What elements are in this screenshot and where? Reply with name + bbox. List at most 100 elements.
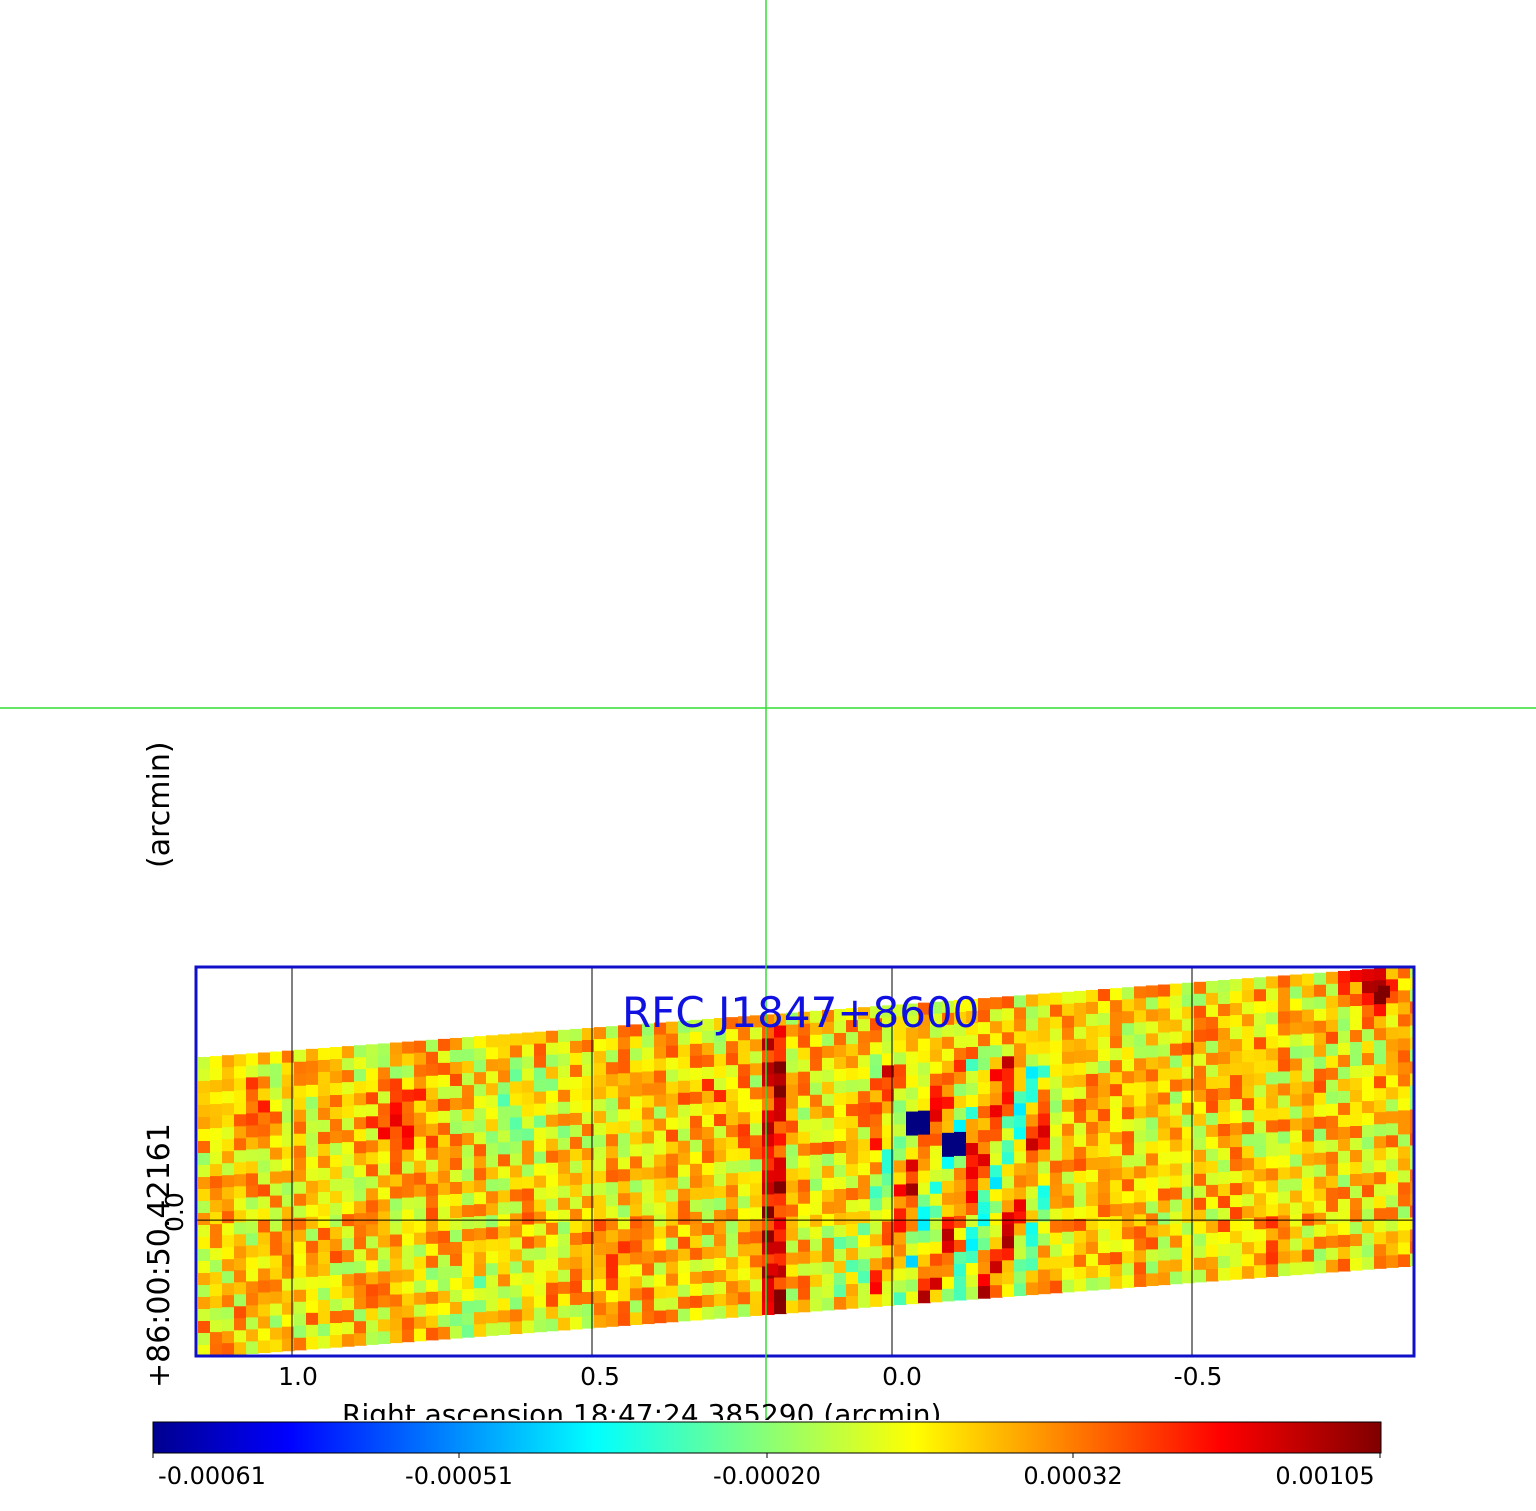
- heatmap-pixel: [786, 1180, 799, 1194]
- heatmap-pixel: [546, 1078, 559, 1092]
- heatmap-pixel: [930, 1205, 943, 1219]
- heatmap-pixel: [762, 1182, 775, 1196]
- heatmap-pixel: [690, 1283, 703, 1297]
- heatmap-pixel: [1254, 1085, 1267, 1098]
- heatmap-pixel: [678, 1176, 691, 1190]
- heatmap-pixel: [834, 1128, 847, 1142]
- heatmap-pixel: [462, 1085, 475, 1098]
- heatmap-pixel: [678, 1260, 691, 1274]
- heatmap-pixel: [834, 1248, 847, 1262]
- heatmap-pixel: [774, 1085, 787, 1099]
- heatmap-pixel: [1050, 1040, 1063, 1054]
- heatmap-pixel: [1362, 1197, 1375, 1210]
- heatmap-pixel: [414, 1268, 427, 1282]
- heatmap-pixel: [426, 1075, 439, 1089]
- heatmap-pixel: [282, 1302, 295, 1316]
- heatmap-pixel: [318, 1275, 331, 1289]
- heatmap-pixel: [1110, 1108, 1123, 1121]
- heatmap-pixel: [846, 1068, 859, 1081]
- heatmap-pixel: [306, 1216, 319, 1230]
- heatmap-pixel: [450, 1145, 463, 1159]
- heatmap-pixel: [1386, 1111, 1399, 1124]
- heatmap-pixel: [798, 1131, 811, 1145]
- heatmap-pixel: [1038, 1041, 1051, 1055]
- heatmap-pixel: [1398, 1002, 1411, 1015]
- heatmap-pixel: [1278, 1119, 1291, 1133]
- heatmap-pixel: [366, 1044, 379, 1057]
- heatmap-pixel: [1410, 1097, 1414, 1111]
- heatmap-pixel: [1146, 1069, 1159, 1083]
- heatmap-pixel: [282, 1146, 295, 1160]
- heatmap-pixel: [846, 1116, 859, 1129]
- heatmap-pixel: [1194, 1065, 1207, 1079]
- heatmap-pixel: [306, 1252, 319, 1266]
- heatmap-pixel: [486, 1323, 499, 1336]
- heatmap-pixel: [966, 999, 979, 1012]
- heatmap-pixel: [918, 1218, 931, 1232]
- heatmap-pixel: [606, 1302, 619, 1315]
- heatmap-pixel: [1098, 1025, 1111, 1038]
- heatmap-pixel: [402, 1149, 415, 1163]
- heatmap-pixel: [246, 1077, 259, 1090]
- heatmap-pixel: [486, 1239, 499, 1252]
- heatmap-pixel: [654, 1178, 667, 1192]
- heatmap-pixel: [306, 1180, 319, 1194]
- heatmap-pixel: [258, 1340, 271, 1354]
- heatmap-pixel: [906, 1255, 919, 1269]
- heatmap-pixel: [1266, 1252, 1279, 1265]
- heatmap-pixel: [606, 1062, 619, 1075]
- heatmap-pixel: [1206, 1124, 1219, 1138]
- heatmap-pixel: [522, 1056, 535, 1070]
- heatmap-pixel: [666, 1309, 679, 1323]
- heatmap-pixel: [642, 1215, 655, 1229]
- heatmap-pixel: [498, 1286, 511, 1299]
- heatmap-pixel: [798, 1227, 811, 1241]
- heatmap-pixel: [330, 1323, 343, 1336]
- heatmap-pixel: [1038, 1125, 1051, 1139]
- heatmap-pixel: [582, 1100, 595, 1113]
- heatmap-pixel: [858, 1151, 871, 1164]
- heatmap-pixel: [582, 1196, 595, 1209]
- heatmap-pixel: [1230, 1075, 1243, 1088]
- heatmap-pixel: [774, 1133, 787, 1147]
- heatmap-pixel: [798, 1011, 811, 1025]
- heatmap-pixel: [1098, 989, 1111, 1002]
- heatmap-pixel: [522, 1248, 535, 1262]
- heatmap-pixel: [558, 1089, 571, 1103]
- heatmap-pixel: [834, 1044, 847, 1058]
- heatmap-pixel: [486, 1203, 499, 1216]
- heatmap-pixel: [390, 1234, 403, 1248]
- heatmap-pixel: [570, 1196, 583, 1210]
- heatmap-pixel: [426, 1207, 439, 1221]
- heatmap-pixel: [1182, 1042, 1195, 1056]
- heatmap-pixel: [414, 1184, 427, 1198]
- heatmap-pixel: [894, 1232, 907, 1246]
- heatmap-pixel: [630, 1168, 643, 1181]
- heatmap-pixel: [570, 1256, 583, 1270]
- heatmap-pixel: [1338, 970, 1351, 984]
- heatmap-pixel: [1158, 1212, 1171, 1226]
- heatmap-pixel: [546, 1114, 559, 1128]
- heatmap-pixel: [726, 1173, 739, 1186]
- heatmap-pixel: [762, 1026, 775, 1040]
- heatmap-pixel: [990, 1093, 1003, 1106]
- heatmap-pixel: [1074, 1158, 1087, 1172]
- heatmap-pixel: [942, 1096, 955, 1110]
- heatmap-pixel: [1194, 1173, 1207, 1187]
- heatmap-pixel: [558, 1317, 571, 1331]
- heatmap-pixel: [1002, 996, 1015, 1009]
- heatmap-pixel: [402, 1281, 415, 1295]
- heatmap-pixel: [798, 1263, 811, 1277]
- heatmap-pixel: [330, 1287, 343, 1300]
- heatmap-pixel: [438, 1326, 451, 1340]
- heatmap-pixel: [1230, 991, 1243, 1004]
- heatmap-pixel: [834, 1140, 847, 1154]
- heatmap-pixel: [1278, 1191, 1291, 1205]
- heatmap-pixel: [978, 1130, 991, 1143]
- heatmap-pixel: [198, 1093, 211, 1106]
- heatmap-pixel: [1146, 1273, 1159, 1287]
- heatmap-pixel: [390, 1270, 403, 1284]
- heatmap-pixel: [222, 1103, 235, 1116]
- heatmap-pixel: [918, 1194, 931, 1208]
- heatmap-pixel: [822, 1273, 835, 1287]
